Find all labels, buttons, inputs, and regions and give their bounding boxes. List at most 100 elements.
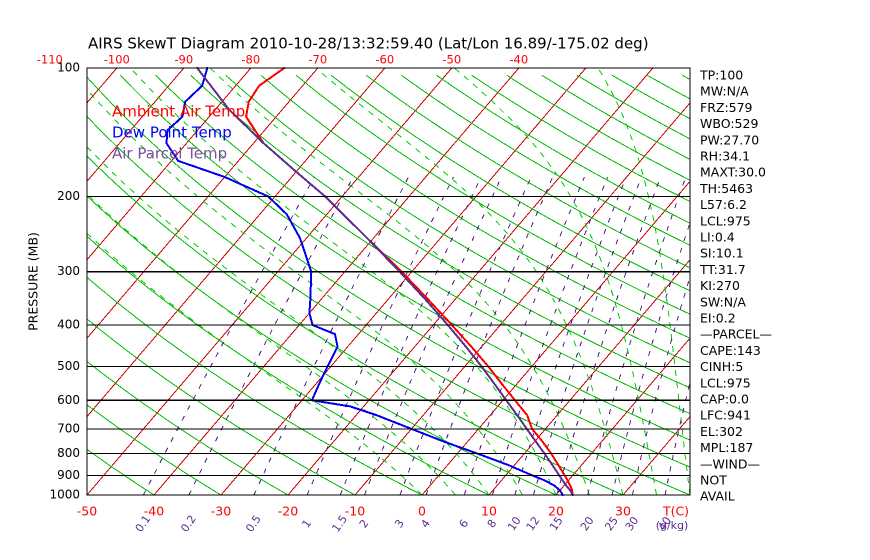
pressure-tick-label: 300 — [57, 264, 80, 278]
top-axis-tick: -60 — [375, 53, 394, 67]
plot-border — [86, 67, 691, 496]
parameter-item: FRZ:579 — [700, 100, 753, 115]
legend-ambient-temp: Ambient Air Temp — [112, 103, 245, 121]
bottom-temp-tick: -10 — [345, 504, 365, 519]
top-axis-tick: -110 — [37, 53, 63, 67]
page-title: AIRS SkewT Diagram 2010-10-28/13:32:59.4… — [88, 35, 649, 53]
mixing-ratio-line — [339, 176, 482, 496]
saturation-adiabat-line — [86, 146, 490, 496]
mixing-ratio-line — [425, 176, 554, 496]
dry-adiabat-line — [646, 74, 691, 100]
parameter-item: SW:N/A — [700, 294, 746, 309]
bottom-temp-tick: -40 — [144, 504, 164, 519]
isotherm-line — [86, 67, 118, 104]
top-axis-tick: -50 — [442, 53, 461, 67]
dry-adiabat-line — [86, 448, 155, 496]
bottom-mixratio-axis-label: (g/kg) — [656, 519, 689, 532]
isotherm-line — [421, 180, 691, 496]
parameter-item: L57:6.2 — [700, 197, 747, 212]
saturation-adiabat-line — [130, 67, 557, 496]
bottom-mixratio-tick: 0.5 — [243, 513, 264, 535]
y-axis-label: PRESSURE (MB) — [26, 232, 41, 331]
mixing-ratio-line — [491, 176, 609, 496]
parameter-item: EL:302 — [700, 424, 743, 439]
parameter-item: —WIND— — [700, 456, 760, 471]
top-axis-tick: -90 — [174, 53, 193, 67]
pressure-tick-label: 1000 — [49, 488, 80, 502]
isotherm-line — [86, 67, 386, 417]
saturation-adiabat-line — [315, 67, 624, 496]
parameter-item: WBO:529 — [700, 116, 758, 131]
mixing-ratio-line — [364, 176, 502, 496]
parameter-item: MAXT:30.0 — [700, 165, 766, 180]
bottom-temp-tick: -50 — [77, 504, 97, 519]
pressure-tick-label: 400 — [57, 318, 80, 332]
bottom-mixratio-tick: 6 — [457, 517, 472, 530]
dry-adiabat-line — [190, 74, 691, 389]
dry-adiabat-line — [295, 74, 691, 315]
parameter-item: KI:270 — [700, 278, 740, 293]
dry-adiabat-line — [260, 74, 691, 339]
parameter-item: MW:N/A — [700, 84, 749, 99]
dry-adiabat-line — [86, 276, 423, 496]
top-axis-tick: -70 — [308, 53, 327, 67]
bottom-mixratio-tick: 20 — [578, 514, 597, 533]
bottom-mixratio-tick: 1 — [299, 517, 314, 530]
parameter-item: LCL:975 — [700, 213, 751, 228]
bottom-mixratio-tick: 10 — [505, 514, 524, 533]
parameter-item: SI:10.1 — [700, 246, 744, 261]
parameter-item: LI:0.4 — [700, 230, 735, 245]
dry-adiabat-line — [401, 74, 691, 246]
pressure-tick-label: 900 — [57, 468, 80, 482]
pressure-tick-label: 600 — [57, 393, 80, 407]
dry-adiabat-line — [611, 74, 691, 120]
isotherm-line — [220, 67, 587, 496]
dry-adiabat-line — [541, 74, 691, 160]
isotherm-line — [86, 67, 453, 496]
top-axis-tick: -80 — [241, 53, 260, 67]
top-axis-tick: -40 — [509, 53, 528, 67]
parameter-item: CAP:0.0 — [700, 392, 749, 407]
isotherm-line — [488, 259, 691, 496]
axis-layer — [86, 67, 691, 496]
bottom-temp-tick: 0 — [418, 504, 426, 519]
parameter-item: LFC:941 — [700, 408, 751, 423]
isotherm-line — [86, 67, 252, 261]
legend-parcel-temp: Air Parcel Temp — [112, 145, 227, 163]
parameter-item: LCL:975 — [700, 375, 751, 390]
parameter-item: PW:27.70 — [700, 132, 759, 147]
bottom-temp-axis-label: T(C) — [662, 504, 689, 519]
saturation-adiabat-line — [209, 67, 590, 496]
dry-adiabat-line — [86, 404, 222, 496]
dry-adiabat-line — [86, 76, 691, 468]
pressure-tick-label: 100 — [57, 61, 80, 75]
parcel-temp-curve — [196, 67, 574, 496]
bottom-mixratio-tick: 0.2 — [178, 513, 199, 535]
top-axis-tick: -100 — [104, 53, 130, 67]
mixing-ratio-line — [556, 176, 662, 496]
pressure-tick-label: 800 — [57, 446, 80, 460]
bottom-temp-tick: 20 — [548, 504, 564, 519]
dry-adiabat-line — [86, 318, 356, 496]
bottom-temp-tick: -20 — [278, 504, 298, 519]
bottom-mixratio-tick: 3 — [392, 517, 407, 530]
mixing-ratio-line — [664, 382, 691, 496]
isotherm-line — [555, 337, 691, 496]
parameter-item: MPL:187 — [700, 440, 753, 455]
dewpoint-curve — [165, 67, 564, 496]
pressure-tick-label: 500 — [57, 359, 80, 373]
dry-adiabat-line — [86, 116, 691, 496]
bottom-mixratio-tick: 2 — [357, 517, 372, 530]
parameter-item: CAPE:143 — [700, 343, 761, 358]
pressure-tick-label: 200 — [57, 189, 80, 203]
saturation-adiabat-line — [597, 67, 691, 496]
parameter-item: —PARCEL— — [700, 327, 772, 342]
dry-adiabat-line — [86, 195, 557, 496]
parameter-item: RH:34.1 — [700, 149, 750, 164]
isotherm-line — [86, 67, 319, 339]
mixing-ratio-line — [399, 176, 532, 496]
parameter-item: TP:100 — [699, 68, 743, 83]
isotherm-line — [622, 416, 691, 496]
